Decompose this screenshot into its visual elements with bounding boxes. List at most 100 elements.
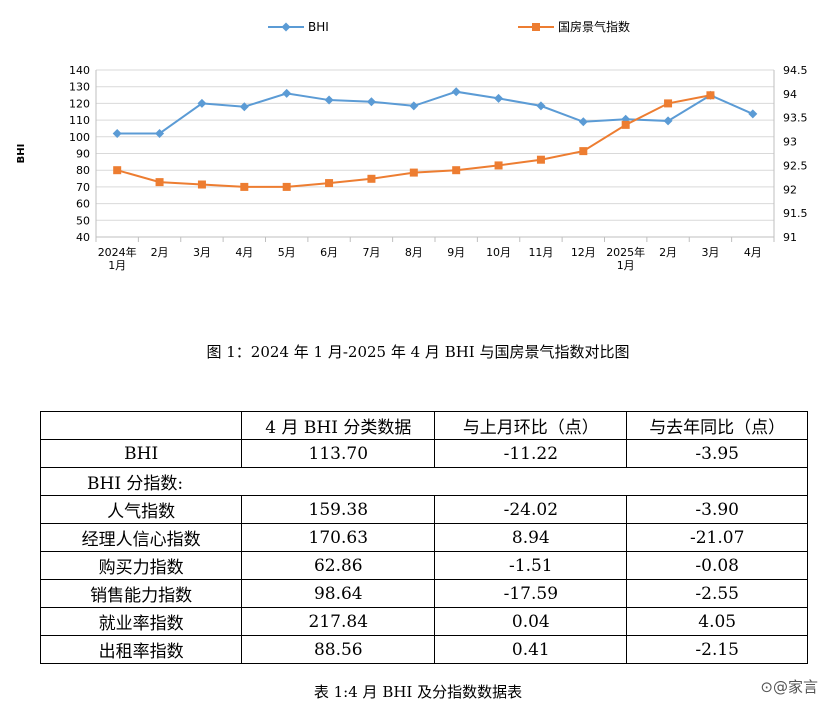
x-tick-label: 6月 <box>320 246 338 259</box>
table-cell: -2.55 <box>626 579 808 608</box>
table-row: 人气指数 159.38 -24.02 -3.90 <box>39 495 808 524</box>
header-cell <box>39 411 243 440</box>
y-axis-title: BHI <box>16 144 27 164</box>
x-tick-label: 9月 <box>447 246 465 259</box>
data-point <box>239 102 249 112</box>
table-row: 就业率指数 217.84 0.04 4.05 <box>39 607 808 636</box>
table-cell: 170.63 <box>241 523 436 552</box>
data-point <box>197 180 206 189</box>
data-point <box>367 174 376 183</box>
table-cell: 就业率指数 <box>39 607 243 636</box>
table-cell: 159.38 <box>241 495 436 524</box>
data-point <box>324 95 334 105</box>
y-tick-label: 100 <box>69 131 90 144</box>
y-tick-label: 70 <box>76 181 90 194</box>
data-point <box>155 178 164 187</box>
table-cell: 出租率指数 <box>39 635 243 664</box>
x-tick-label: 4月 <box>744 246 762 259</box>
legend-marker <box>532 23 540 31</box>
header-cell: 与上月环比（点） <box>434 411 628 440</box>
data-point <box>579 147 588 156</box>
table-section-row: BHI 分指数: <box>40 467 808 496</box>
table-cell: 62.86 <box>241 551 436 580</box>
x-tick-label: 2025年 1月 <box>606 245 645 272</box>
x-tick-label: 8月 <box>405 246 423 259</box>
table-cell: -24.02 <box>434 495 628 524</box>
figure-caption: 图 1：2024 年 1 月-2025 年 4 月 BHI 与国房景气指数对比图 <box>206 343 630 361</box>
data-point <box>112 128 122 138</box>
data-point <box>621 120 630 129</box>
legend-marker <box>281 22 291 32</box>
table-cell: BHI <box>39 439 243 468</box>
table-cell: -1.51 <box>434 551 628 580</box>
x-tick-label: 12月 <box>571 246 596 259</box>
data-point <box>494 161 503 170</box>
y2-tick-label: 94.5 <box>783 64 808 77</box>
data-point <box>536 155 545 164</box>
legend-label: BHI <box>308 20 329 34</box>
table-row: 出租率指数 88.56 0.41 -2.15 <box>39 635 808 664</box>
table-cell: -3.90 <box>626 495 808 524</box>
table-cell: 217.84 <box>241 607 436 636</box>
y2-tick-label: 93 <box>783 136 797 149</box>
x-tick-label: 3月 <box>193 246 211 259</box>
table-cell: -3.95 <box>626 439 808 468</box>
y-tick-label: 40 <box>76 231 90 244</box>
y-tick-label: 140 <box>69 64 90 77</box>
x-tick-label: 11月 <box>528 246 553 259</box>
y-tick-label: 50 <box>76 214 90 227</box>
x-tick-label: 5月 <box>278 246 296 259</box>
header-cell: 4 月 BHI 分类数据 <box>241 411 436 440</box>
data-point <box>113 166 122 175</box>
y-tick-label: 110 <box>69 114 90 127</box>
table-header-row: 4 月 BHI 分类数据 与上月环比（点） 与去年同比（点） <box>39 411 808 440</box>
table-cell: -21.07 <box>626 523 808 552</box>
data-point <box>325 179 334 188</box>
y2-tick-label: 92 <box>783 183 797 196</box>
table-cell: 0.04 <box>434 607 628 636</box>
y-tick-label: 60 <box>76 198 90 211</box>
data-point <box>663 116 673 126</box>
data-point <box>748 109 758 119</box>
y-tick-label: 80 <box>76 164 90 177</box>
x-tick-label: 10月 <box>486 246 511 259</box>
x-tick-label: 2月 <box>659 246 677 259</box>
data-point <box>409 101 419 111</box>
y2-tick-label: 92.5 <box>783 159 808 172</box>
table-cell: 销售能力指数 <box>39 579 243 608</box>
y-tick-label: 90 <box>76 148 90 161</box>
table-cell: 0.41 <box>434 635 628 664</box>
data-point <box>282 88 292 98</box>
table-row: 购买力指数 62.86 -1.51 -0.08 <box>39 551 808 580</box>
section-label: BHI 分指数: <box>40 467 808 496</box>
watermark: ⊙@家言 <box>760 678 818 696</box>
data-point <box>197 98 207 108</box>
data-point <box>664 99 673 108</box>
table-cell: 113.70 <box>241 439 436 468</box>
data-point <box>452 166 461 175</box>
table-cell: 购买力指数 <box>39 551 243 580</box>
header-cell: 与去年同比（点） <box>626 411 808 440</box>
data-point <box>366 97 376 107</box>
x-tick-label: 4月 <box>235 246 253 259</box>
y2-tick-label: 93.5 <box>783 112 808 125</box>
data-point <box>494 93 504 103</box>
legend-label: 国房景气指数 <box>558 19 630 34</box>
table-row: 销售能力指数 98.64 -17.59 -2.55 <box>39 579 808 608</box>
bhi-data-table: 4 月 BHI 分类数据 与上月环比（点） 与去年同比（点） BHI 113.70 -11… <box>39 411 808 664</box>
table-row: 经理人信心指数 170.63 8.94 -21.07 <box>39 523 808 552</box>
data-point <box>155 128 165 138</box>
table-cell: 98.64 <box>241 579 436 608</box>
x-tick-label: 3月 <box>701 246 719 259</box>
y2-tick-label: 94 <box>783 88 797 101</box>
table-cell: -17.59 <box>434 579 628 608</box>
table-cell: 人气指数 <box>39 495 243 524</box>
table-cell: -11.22 <box>434 439 628 468</box>
y2-tick-label: 91 <box>783 231 797 244</box>
y2-tick-label: 91.5 <box>783 207 808 220</box>
x-tick-label: 7月 <box>362 246 380 259</box>
data-point <box>578 117 588 127</box>
table-cell: 88.56 <box>241 635 436 664</box>
y-tick-label: 130 <box>69 81 90 94</box>
y-tick-label: 120 <box>69 97 90 110</box>
